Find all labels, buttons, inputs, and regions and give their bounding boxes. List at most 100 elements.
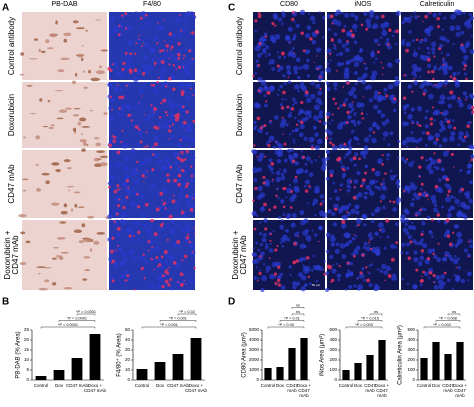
nucleus — [291, 212, 297, 219]
signal — [318, 75, 322, 79]
signal — [376, 50, 380, 54]
stain — [82, 238, 92, 243]
signal — [137, 205, 141, 209]
nucleus — [303, 63, 310, 70]
nucleus — [350, 120, 354, 123]
signal — [185, 194, 189, 198]
nucleus — [400, 41, 405, 46]
nucleus — [369, 235, 374, 241]
nucleus — [354, 15, 359, 20]
stain — [81, 148, 86, 152]
signal — [110, 249, 114, 254]
nucleus — [318, 65, 323, 70]
signal — [155, 256, 159, 260]
signal — [175, 68, 177, 70]
nucleus — [171, 34, 177, 40]
nucleus — [343, 156, 346, 159]
nucleus — [271, 261, 278, 268]
signal — [350, 33, 355, 38]
x-tick-label: CD47 mAb — [167, 383, 190, 388]
signal — [302, 155, 306, 159]
stain — [85, 29, 88, 32]
nucleus — [421, 219, 424, 222]
nucleus — [112, 61, 119, 68]
nucleus — [125, 268, 129, 273]
signal — [428, 271, 433, 275]
nucleus — [466, 104, 473, 110]
signal — [411, 90, 414, 93]
signal — [289, 206, 293, 209]
signal — [286, 105, 290, 109]
nucleus — [125, 228, 131, 234]
nucleus — [428, 157, 433, 161]
nucleus — [368, 272, 371, 275]
nucleus — [441, 58, 446, 62]
nucleus — [153, 135, 159, 142]
stain — [82, 141, 87, 146]
signal — [166, 271, 170, 275]
nucleus — [182, 109, 186, 113]
signal — [188, 240, 192, 244]
nucleus — [297, 119, 301, 123]
signal — [274, 281, 278, 285]
signal — [109, 78, 111, 81]
nucleus — [132, 256, 138, 262]
nucleus — [432, 111, 437, 116]
nucleus — [312, 21, 316, 25]
nucleus — [191, 206, 195, 209]
signal — [117, 244, 120, 248]
nucleus — [272, 230, 275, 233]
signal — [172, 261, 177, 265]
nucleus — [271, 37, 277, 43]
nucleus — [346, 184, 351, 189]
nucleus — [124, 54, 128, 58]
nucleus — [144, 117, 150, 123]
nucleus — [279, 168, 282, 171]
nucleus — [387, 83, 394, 90]
nucleus — [161, 124, 167, 130]
nucleus — [418, 137, 423, 142]
nucleus — [345, 97, 349, 102]
nucleus — [343, 205, 350, 211]
signal — [452, 76, 457, 81]
signal — [180, 150, 184, 154]
signal — [276, 244, 279, 248]
nucleus — [107, 181, 111, 185]
nucleus — [411, 160, 415, 164]
nucleus — [433, 285, 439, 290]
x-tick-label: Control — [134, 383, 150, 388]
signal — [409, 240, 413, 244]
nucleus — [110, 275, 116, 281]
nucleus — [287, 80, 292, 84]
signal — [168, 214, 173, 219]
signal — [164, 85, 168, 88]
nucleus — [394, 76, 399, 80]
signal — [417, 15, 420, 18]
signal — [116, 226, 121, 231]
row-label: Doxorubicin + CD47 mAb — [3, 230, 20, 280]
nucleus — [449, 205, 454, 210]
signal — [172, 87, 176, 92]
nucleus — [329, 255, 334, 260]
nucleus — [283, 81, 287, 86]
signal — [326, 264, 331, 269]
nucleus — [128, 249, 134, 256]
nucleus — [168, 255, 175, 261]
signal — [160, 101, 163, 105]
signal — [133, 68, 138, 73]
stain — [51, 202, 60, 206]
signal — [181, 105, 185, 109]
nucleus — [265, 242, 268, 246]
signal — [418, 175, 421, 178]
signal — [393, 97, 397, 101]
nucleus — [463, 248, 469, 253]
signal — [310, 146, 314, 150]
bar — [53, 370, 65, 380]
signal — [153, 232, 158, 237]
signal — [273, 205, 277, 209]
nucleus — [452, 258, 459, 265]
nucleus — [401, 20, 406, 25]
row-label: CD47 mAb — [7, 164, 16, 204]
signal — [191, 58, 194, 61]
signal — [418, 124, 422, 128]
